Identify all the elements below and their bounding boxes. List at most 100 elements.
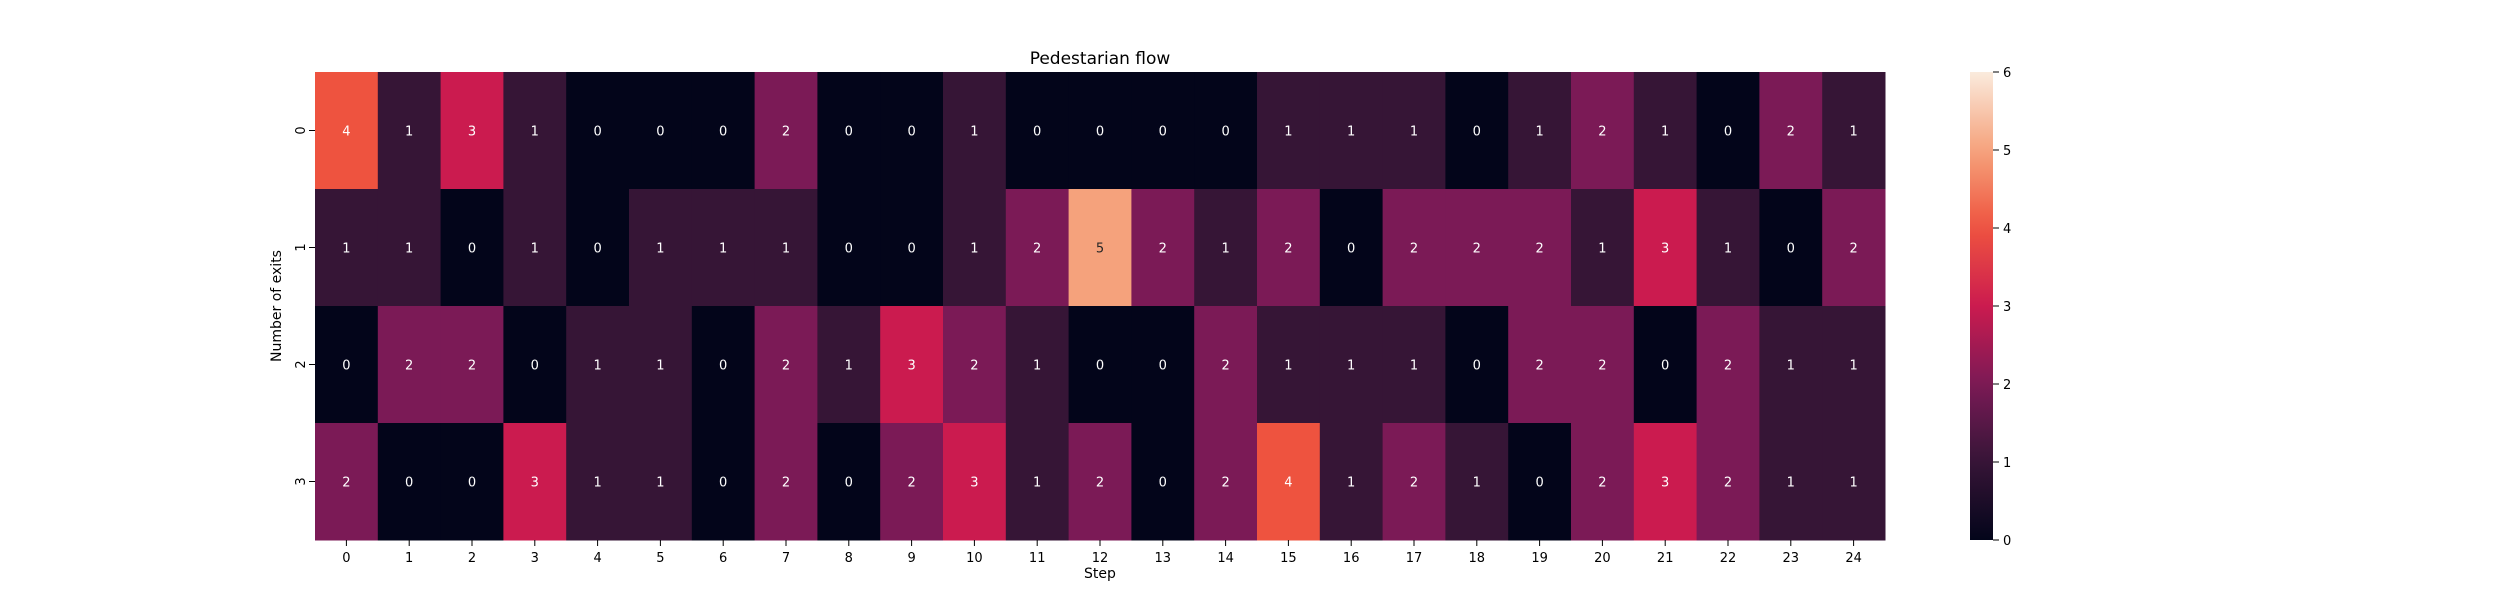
- cell-value-label: 1: [1535, 125, 1543, 140]
- cell-value-label: 2: [1221, 359, 1229, 374]
- cell-value-label: 0: [1033, 125, 1041, 140]
- cell-value-label: 2: [1598, 476, 1606, 491]
- cell-value-label: 2: [1159, 242, 1167, 257]
- cell-value-label: 1: [845, 359, 853, 374]
- x-tick-label: 17: [1406, 551, 1423, 566]
- heatmap-cell: [1822, 306, 1886, 424]
- heatmap-cell: [440, 72, 504, 190]
- heatmap-cell: [1696, 306, 1760, 424]
- cell-value-label: 0: [1347, 242, 1355, 257]
- cell-value-label: 2: [1284, 242, 1292, 257]
- cell-value-label: 0: [719, 476, 727, 491]
- heatmap-cell: [629, 189, 693, 307]
- cell-value-label: 0: [1473, 359, 1481, 374]
- heatmap-cell: [1194, 189, 1258, 307]
- cell-value-label: 0: [531, 359, 539, 374]
- cell-value-label: 2: [1724, 359, 1732, 374]
- cell-value-label: 1: [1787, 476, 1795, 491]
- heatmap-cell: [1319, 189, 1384, 307]
- cell-value-label: 0: [1221, 125, 1229, 140]
- cell-value-label: 0: [405, 476, 413, 491]
- cell-value-label: 1: [1221, 242, 1229, 257]
- cell-value-label: 0: [1787, 242, 1795, 257]
- x-axis-label: Step: [1084, 566, 1116, 582]
- heatmap-cell: [1633, 189, 1698, 307]
- cell-value-label: 2: [1787, 125, 1795, 140]
- heatmap-cell: [1068, 72, 1132, 190]
- heatmap-cell: [817, 72, 881, 190]
- y-tick-label: 3: [294, 477, 309, 485]
- chart-title: Pedestarian flow: [1030, 49, 1171, 69]
- heatmap-cell: [1194, 306, 1258, 424]
- cell-value-label: 2: [1535, 242, 1543, 257]
- heatmap-cell: [1131, 423, 1195, 541]
- heatmap-cell: [943, 306, 1007, 424]
- heatmap-cell: [377, 189, 442, 307]
- cell-value-label: 3: [907, 359, 915, 374]
- cell-value-label: 2: [782, 359, 790, 374]
- cell-value-label: 1: [593, 359, 601, 374]
- x-tick-label: 18: [1469, 551, 1486, 566]
- x-tick-label: 12: [1092, 551, 1109, 566]
- x-tick-label: 13: [1155, 551, 1172, 566]
- cell-value-label: 1: [1598, 242, 1606, 257]
- cell-value-label: 0: [468, 476, 476, 491]
- cell-value-label: 0: [1159, 359, 1167, 374]
- cell-value-label: 2: [1410, 242, 1418, 257]
- cell-value-label: 2: [1096, 476, 1104, 491]
- x-tick-label: 24: [1845, 551, 1862, 566]
- colorbar-tick-label: 6: [2003, 66, 2011, 81]
- heatmap-cell: [1696, 189, 1760, 307]
- cell-value-label: 1: [719, 242, 727, 257]
- cell-value-label: 2: [1221, 476, 1229, 491]
- heatmap-cell: [1822, 423, 1886, 541]
- cell-value-label: 0: [1159, 476, 1167, 491]
- heatmap-cell: [629, 306, 693, 424]
- cell-value-label: 1: [970, 125, 978, 140]
- heatmap-cell: [754, 306, 818, 424]
- heatmap-cell: [315, 189, 379, 307]
- heatmap-cell: [1759, 306, 1823, 424]
- cell-value-label: 1: [405, 242, 413, 257]
- cell-value-label: 2: [405, 359, 413, 374]
- y-tick-label: 1: [294, 243, 309, 251]
- heatmap-cell: [1445, 306, 1509, 424]
- cell-value-label: 2: [1473, 242, 1481, 257]
- heatmap-cell: [1822, 189, 1886, 307]
- colorbar-tick-label: 1: [2003, 456, 2011, 471]
- heatmap-cell: [691, 306, 756, 424]
- heatmap-cell: [943, 72, 1007, 190]
- cell-value-label: 0: [342, 359, 350, 374]
- cell-value-label: 5: [1096, 242, 1104, 257]
- colorbar-tick-label: 2: [2003, 378, 2011, 393]
- colorbar-tick-label: 4: [2003, 222, 2011, 237]
- cell-value-label: 1: [1033, 359, 1041, 374]
- heatmap-cell: [440, 189, 504, 307]
- heatmap-cell: [1131, 306, 1195, 424]
- heatmap-cell: [817, 306, 881, 424]
- cell-value-label: 3: [468, 125, 476, 140]
- heatmap-cell: [1508, 306, 1572, 424]
- cell-value-label: 1: [656, 242, 664, 257]
- heatmap-cell: [691, 189, 756, 307]
- heatmap-cell: [566, 423, 630, 541]
- cell-value-label: 1: [531, 125, 539, 140]
- cell-value-label: 2: [1535, 359, 1543, 374]
- heatmap-cell: [1131, 72, 1195, 190]
- heatmap-cell: [315, 72, 379, 190]
- heatmap-cell: [629, 423, 693, 541]
- heatmap-cell: [1571, 72, 1635, 190]
- heatmap-cell: [1696, 423, 1760, 541]
- heatmap-cell: [377, 306, 442, 424]
- cell-value-label: 1: [1849, 125, 1857, 140]
- heatmap-cell: [503, 189, 567, 307]
- x-tick-label: 16: [1343, 551, 1360, 566]
- cell-value-label: 2: [1410, 476, 1418, 491]
- heatmap-cell: [817, 189, 881, 307]
- cell-value-label: 4: [342, 125, 350, 140]
- cell-value-label: 0: [719, 125, 727, 140]
- heatmap-cell: [1633, 72, 1698, 190]
- cell-value-label: 0: [593, 242, 601, 257]
- cell-value-label: 1: [1849, 476, 1857, 491]
